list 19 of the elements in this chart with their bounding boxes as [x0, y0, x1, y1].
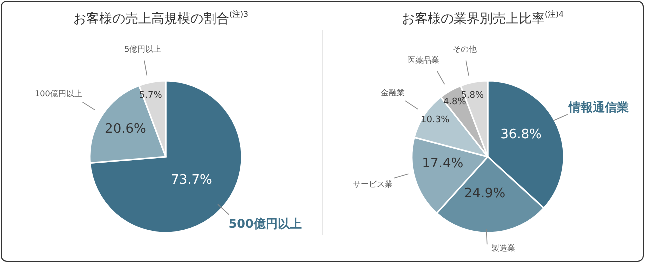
slice-label: その他 — [452, 44, 477, 54]
data-label: 17.4% — [422, 156, 464, 172]
slice-label: 情報通信業 — [568, 100, 629, 115]
data-label: 10.3% — [421, 116, 450, 126]
data-label: 5.7% — [139, 90, 163, 101]
slice-label: 500億円以上 — [228, 216, 302, 231]
data-label: 73.7% — [171, 172, 212, 188]
slice-label: 製造業 — [491, 244, 516, 254]
data-label: 36.8% — [500, 128, 542, 143]
slice-label: 5億円以上 — [124, 44, 162, 54]
slice-label: 医薬品業 — [408, 56, 440, 66]
data-label: 4.8% — [443, 97, 467, 108]
data-label: 24.9% — [464, 186, 506, 202]
data-label: 20.6% — [105, 122, 146, 138]
slice-label: 金融業 — [381, 88, 406, 98]
chart-title: お客様の売上高規模の割合$^{(注)3}$ — [73, 10, 249, 26]
slice-label: サービス業 — [352, 180, 393, 190]
chart-title: お客様の業界別売上比率$^{(注)4}$ — [402, 10, 564, 26]
slice-label: 100億円以上 — [35, 90, 82, 99]
